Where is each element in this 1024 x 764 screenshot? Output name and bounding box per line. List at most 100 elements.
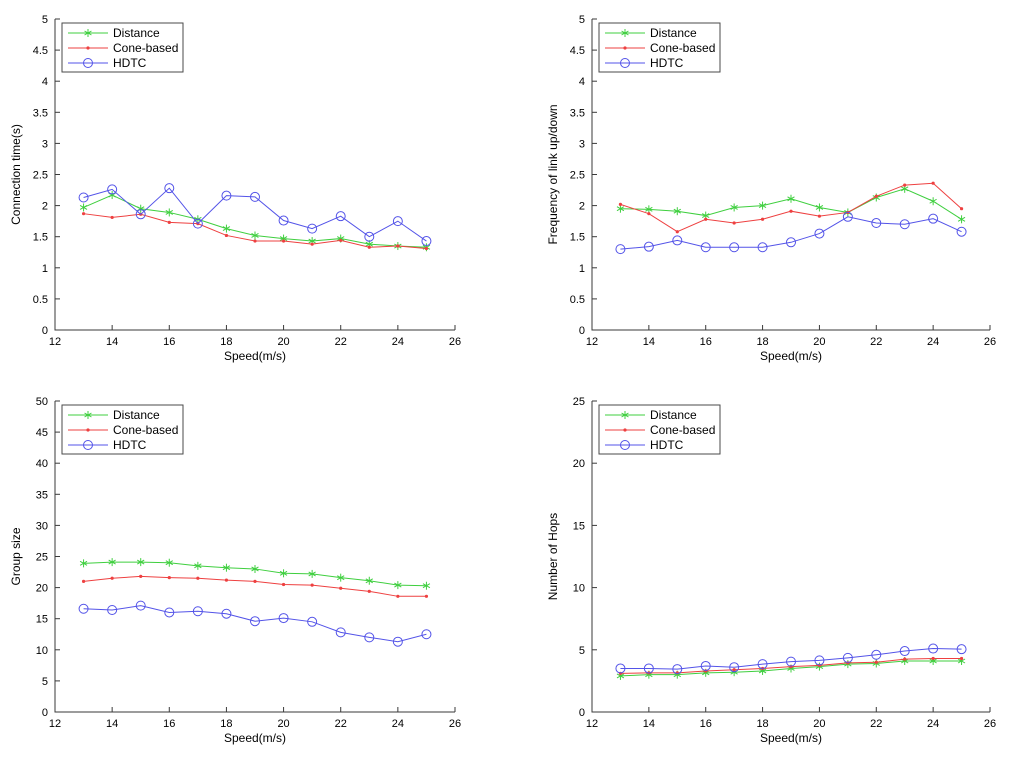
x-tick-label: 20 xyxy=(813,336,825,348)
marker-cone-based xyxy=(704,217,708,221)
marker-distance xyxy=(645,205,653,214)
marker-cone-based xyxy=(310,583,314,587)
x-tick-label: 16 xyxy=(163,336,175,348)
y-tick-label: 0 xyxy=(579,325,585,337)
asterisk-spoke xyxy=(787,666,795,671)
marker-cone-based xyxy=(367,245,371,249)
marker-hdtc xyxy=(335,211,346,222)
marker-distance xyxy=(929,197,937,206)
y-tick-label: 5 xyxy=(579,14,585,26)
marker-hdtc xyxy=(164,183,175,194)
y-tick-label: 0 xyxy=(42,707,48,719)
x-tick-label: 16 xyxy=(700,336,712,348)
series-line-hdtc xyxy=(620,648,962,670)
marker-hdtc xyxy=(392,216,403,227)
y-tick-label: 50 xyxy=(36,396,48,408)
marker-distance xyxy=(222,224,231,233)
chart-connection-time: 0 0.5 1 1.5 2 2.5 3 3.5 4 4.5 5 12 14 16 18 20 22 24 26 Spe… xyxy=(9,14,461,363)
marker-cone-based xyxy=(196,576,200,580)
marker-cone-based xyxy=(931,656,935,661)
x-tick-label: 14 xyxy=(643,336,655,348)
marker-cone-based xyxy=(139,574,143,579)
marker-hdtc xyxy=(700,660,711,671)
asterisk-spoke xyxy=(957,658,966,664)
marker-cone-based xyxy=(874,194,878,198)
marker-cone-based xyxy=(874,660,878,664)
asterisk-spoke xyxy=(84,30,92,36)
y-tick-label: 1 xyxy=(42,263,48,275)
marker-cone-based xyxy=(760,217,765,221)
marker-cone-based xyxy=(167,576,171,580)
marker-distance xyxy=(730,203,738,212)
marker-hdtc xyxy=(700,242,711,253)
asterisk-spoke xyxy=(621,412,629,418)
legend-marker-hdtc xyxy=(620,440,630,450)
asterisk-spoke xyxy=(79,560,88,566)
chart-cell-connection-time: 0 0.5 1 1.5 2 2.5 3 3.5 4 4.5 5 12 14 16 18 20 22 24 26 Spe… xyxy=(0,0,512,382)
marker-distance xyxy=(394,581,402,590)
y-tick-label: 30 xyxy=(36,520,48,532)
asterisk-spoke xyxy=(79,205,88,210)
y-tick-label: 1 xyxy=(579,263,585,275)
marker-hdtc xyxy=(956,226,967,237)
x-tick-label: 26 xyxy=(449,336,461,348)
marker-distance xyxy=(108,191,116,200)
marker-hdtc xyxy=(786,656,796,667)
x-tick-label: 22 xyxy=(335,718,347,730)
marker-cone-based xyxy=(81,579,86,583)
marker-hdtc xyxy=(392,636,403,647)
chart-cell-group-size: 0 5 10 15 20 25 30 35 40 45 50 12 14 16 18 20 22 24 26 Spee… xyxy=(0,382,512,764)
legend-marker-cone-based xyxy=(623,46,627,50)
legend-marker-distance xyxy=(84,411,92,419)
marker-hdtc xyxy=(107,184,118,195)
marker-hdtc xyxy=(928,643,939,654)
marker-hdtc xyxy=(786,237,796,248)
marker-hdtc xyxy=(135,209,146,220)
marker-cone-based xyxy=(110,215,114,220)
marker-hdtc xyxy=(729,662,740,673)
asterisk-spoke xyxy=(365,578,373,584)
series-line-cone-based xyxy=(620,182,962,233)
asterisk-spoke xyxy=(702,213,710,218)
marker-distance xyxy=(79,559,88,568)
marker-hdtc xyxy=(956,644,967,655)
series-line-hdtc xyxy=(83,605,427,643)
asterisk-spoke xyxy=(365,241,373,247)
marker-hdtc xyxy=(899,646,910,657)
marker-hdtc xyxy=(928,213,939,224)
marker-cone-based xyxy=(339,586,343,590)
marker-hdtc xyxy=(78,192,89,203)
marker-hdtc xyxy=(672,235,683,246)
y-tick-label: 2.5 xyxy=(33,170,48,182)
asterisk-spoke xyxy=(758,203,767,209)
marker-hdtc xyxy=(250,191,260,202)
marker-cone-based xyxy=(817,214,822,218)
x-tick-label: 16 xyxy=(163,718,175,730)
marker-hdtc xyxy=(814,228,825,239)
marker-hdtc xyxy=(164,607,175,618)
marker-hdtc xyxy=(364,231,375,242)
asterisk-spoke xyxy=(337,236,345,241)
x-tick-label: 18 xyxy=(756,336,768,348)
marker-distance xyxy=(422,581,431,590)
y-tick-label: 25 xyxy=(36,552,48,564)
marker-cone-based xyxy=(732,221,736,225)
y-tick-label: 5 xyxy=(42,676,48,688)
marker-cone-based xyxy=(959,656,964,661)
series-line-cone-based xyxy=(83,213,427,250)
asterisk-spoke xyxy=(673,208,681,214)
asterisk-spoke xyxy=(394,582,402,588)
x-tick-label: 20 xyxy=(277,718,289,730)
x-tick-label: 24 xyxy=(927,718,939,730)
legend-label-distance: Distance xyxy=(113,408,160,422)
x-tick-label: 12 xyxy=(49,718,61,730)
marker-hdtc xyxy=(615,663,626,674)
marker-cone-based xyxy=(224,578,229,582)
asterisk-spoke xyxy=(957,216,966,222)
asterisk-spoke xyxy=(337,575,345,581)
legend-marker-cone-based xyxy=(86,46,90,50)
x-tick-label: 20 xyxy=(277,336,289,348)
legend-marker-distance xyxy=(84,29,92,37)
marker-cone-based xyxy=(424,246,429,251)
